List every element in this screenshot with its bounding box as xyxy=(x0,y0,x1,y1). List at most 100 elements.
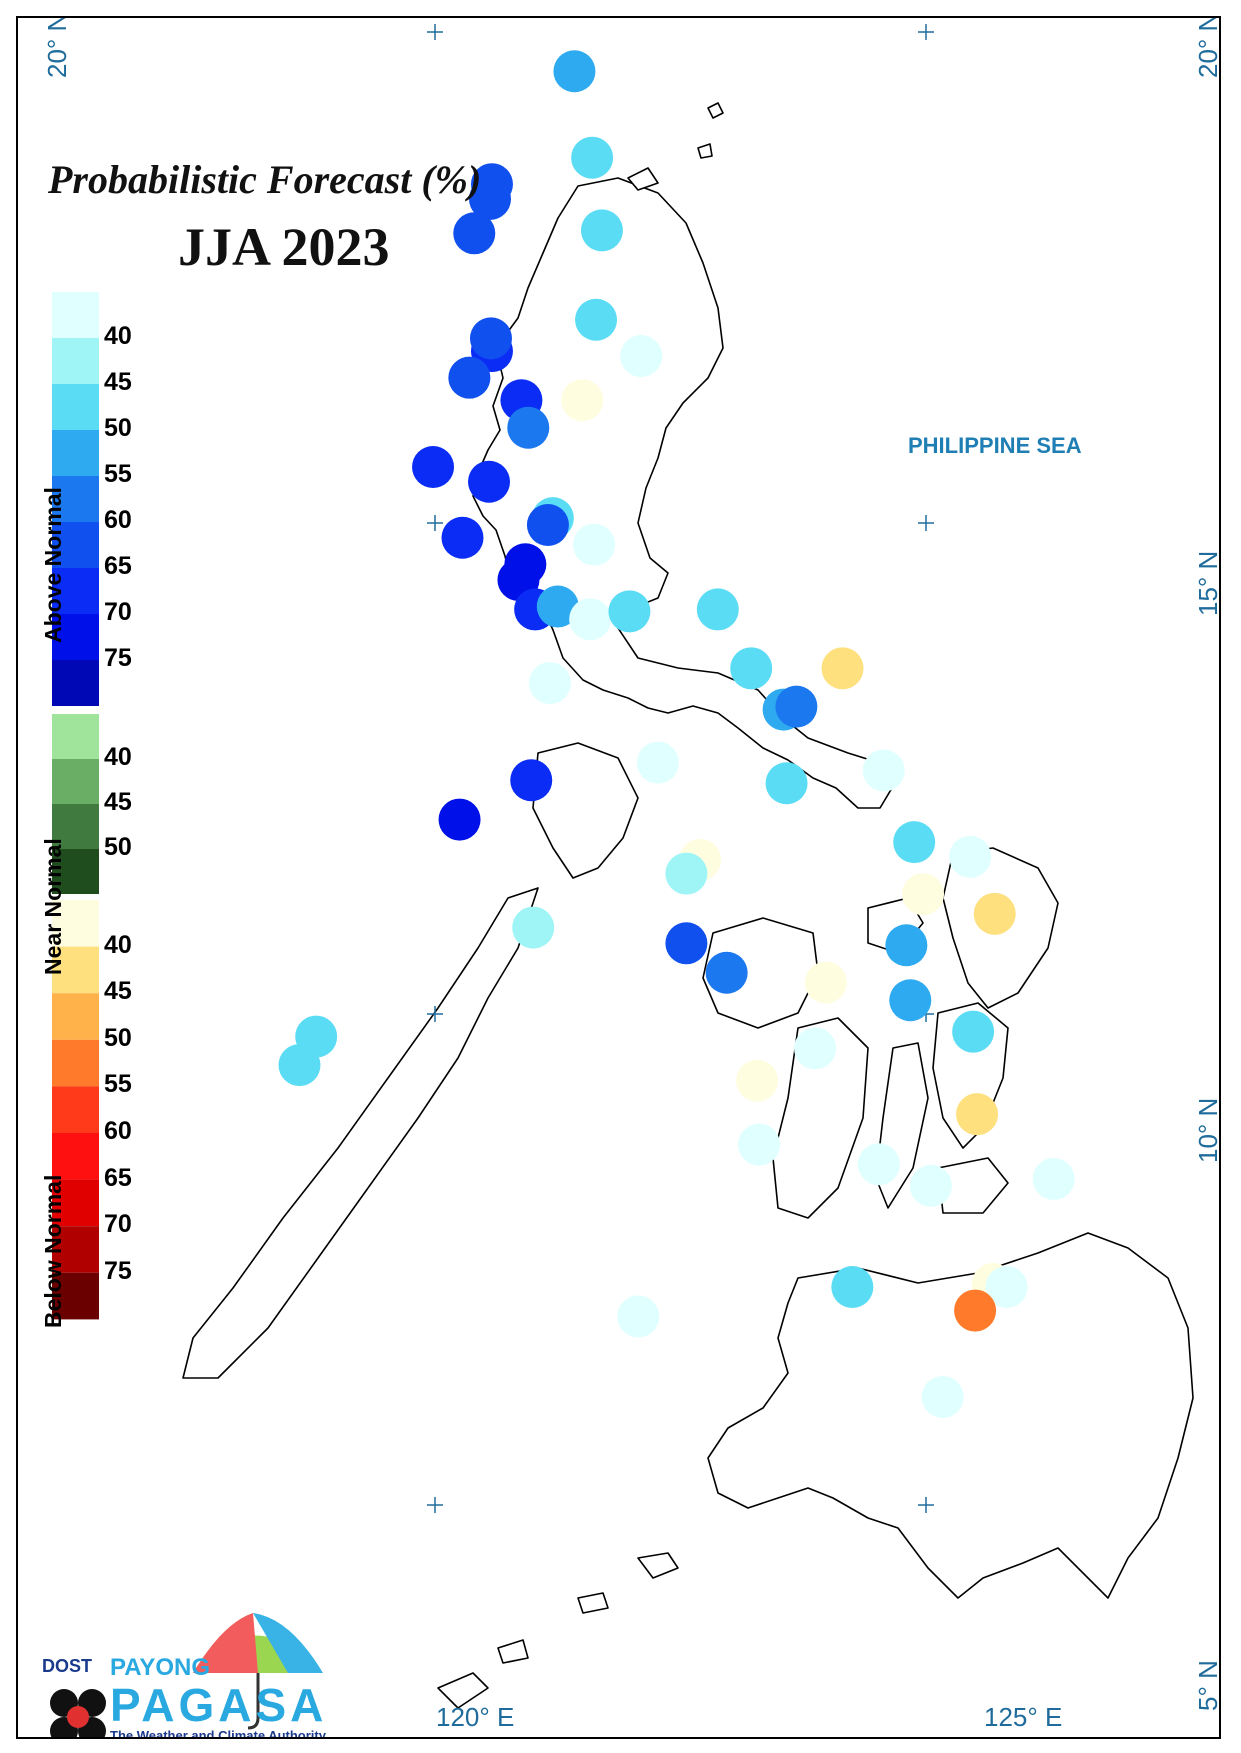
map-title: Probabilistic Forecast (%) xyxy=(48,157,482,202)
station-marker-above xyxy=(617,1295,660,1338)
legend-tick-above: 40 xyxy=(104,322,132,350)
legend-swatch-above xyxy=(52,338,99,384)
station-marker-above xyxy=(510,759,553,802)
mindoro-island xyxy=(532,742,639,879)
legend-swatch-above xyxy=(52,476,99,522)
legend-swatch-below xyxy=(52,1179,99,1227)
legend-swatch-below xyxy=(52,1086,99,1133)
legend-swatch-near xyxy=(52,804,99,849)
station-marker-below xyxy=(956,1093,999,1136)
station-marker-below xyxy=(561,379,604,422)
station-marker-below xyxy=(736,1059,779,1102)
legend-swatch-below xyxy=(52,993,99,1040)
luzon-island xyxy=(472,177,899,809)
legend-tick-above: 65 xyxy=(104,552,132,580)
station-marker-above xyxy=(571,136,614,179)
station-marker-above xyxy=(469,317,512,360)
legend-swatch-below xyxy=(52,1226,99,1273)
map-canvas xyxy=(52,24,1194,1709)
northern-island xyxy=(627,167,659,191)
legend-swatch-below xyxy=(52,1272,99,1320)
station-marker-above xyxy=(985,1265,1028,1308)
legend-tick-below: 50 xyxy=(104,1023,132,1052)
station-marker-above xyxy=(696,588,739,631)
sulu-island xyxy=(637,1552,679,1579)
station-marker-above xyxy=(553,50,596,93)
logo-payong-text: PAYONG xyxy=(110,1654,211,1681)
station-marker-above xyxy=(569,598,612,641)
legend-title-above: Above Normal xyxy=(40,487,66,643)
legend-tick-above: 70 xyxy=(104,598,132,626)
legend-title-near: Near Normal xyxy=(40,838,66,975)
station-marker-above xyxy=(738,1123,781,1166)
station-marker-above xyxy=(765,762,808,805)
station-marker-above xyxy=(575,298,618,341)
station-marker-below xyxy=(902,873,945,916)
legend-tick-below: 55 xyxy=(104,1070,132,1099)
station-marker-above xyxy=(885,924,928,967)
station-marker-below xyxy=(954,1289,997,1332)
sulu-island xyxy=(497,1639,529,1664)
station-marker-above xyxy=(909,1164,952,1207)
station-marker-above xyxy=(952,1010,995,1053)
logo-dost-text: DOST xyxy=(42,1656,93,1676)
station-marker-above xyxy=(857,1143,900,1186)
legend-swatch-near xyxy=(52,714,99,759)
station-marker-above xyxy=(862,749,905,792)
station-marker-below xyxy=(973,892,1016,935)
station-markers xyxy=(278,50,1075,1418)
station-marker-above xyxy=(448,356,491,399)
station-marker-above xyxy=(730,647,773,690)
station-marker-above xyxy=(949,835,992,878)
legend-title-below: Below Normal xyxy=(40,1174,66,1328)
logo-pagasa-text: PAGASA xyxy=(110,1679,328,1731)
legend-swatch-above xyxy=(52,292,99,338)
legend-tick-near: 45 xyxy=(104,788,132,816)
lon-label-120: 120° E xyxy=(436,1702,515,1732)
legend-tick-above: 60 xyxy=(104,506,132,534)
legend-tick-above: 75 xyxy=(104,644,132,672)
legend-swatch-near xyxy=(52,759,99,804)
station-marker-above xyxy=(775,685,818,728)
station-marker-above xyxy=(889,979,932,1022)
station-marker-above xyxy=(536,585,579,628)
legend-tick-below: 45 xyxy=(104,977,132,1006)
station-marker-above xyxy=(580,209,623,252)
lon-label-125: 125° E xyxy=(984,1702,1063,1732)
station-marker-above xyxy=(665,922,708,965)
legend-tick-below: 75 xyxy=(104,1256,132,1285)
station-marker-above xyxy=(526,503,569,546)
station-marker-below xyxy=(804,961,847,1004)
station-marker-above xyxy=(528,662,571,705)
station-marker-above xyxy=(1032,1157,1075,1200)
station-marker-above xyxy=(441,516,484,559)
umbrella-logo-icon xyxy=(50,1613,323,1737)
station-marker-above xyxy=(278,1044,321,1087)
station-marker-above xyxy=(453,212,496,255)
philippines-landmass xyxy=(182,102,1194,1709)
legend-swatch-above xyxy=(52,568,99,614)
legend-swatch-near xyxy=(52,849,99,894)
map-subtitle: JJA 2023 xyxy=(178,217,390,277)
logo-tagline: The Weather and Climate Authority xyxy=(110,1728,326,1739)
sea-label: PHILIPPINE SEA xyxy=(908,433,1082,458)
legend-swatch-below xyxy=(52,946,99,994)
station-marker-above xyxy=(507,406,550,449)
legend-tick-below: 65 xyxy=(104,1163,132,1192)
station-marker-above xyxy=(512,906,555,949)
legend-swatch-above xyxy=(52,522,99,568)
graticule-crosses xyxy=(427,24,934,1513)
lat-label-15: 15° N xyxy=(1193,550,1221,616)
station-marker-above xyxy=(794,1027,837,1070)
station-marker-above xyxy=(468,460,511,503)
negros-island xyxy=(772,1017,869,1219)
legend-tick-above: 45 xyxy=(104,368,132,396)
legend-tick-below: 60 xyxy=(104,1117,132,1145)
station-marker-above xyxy=(705,951,748,994)
bohol-island xyxy=(937,1157,1009,1214)
legend-tick-below: 40 xyxy=(104,930,132,959)
sulu-island xyxy=(577,1592,609,1614)
legend-swatch-below xyxy=(52,1039,99,1087)
station-marker-above xyxy=(665,852,708,895)
station-marker-below xyxy=(821,647,864,690)
